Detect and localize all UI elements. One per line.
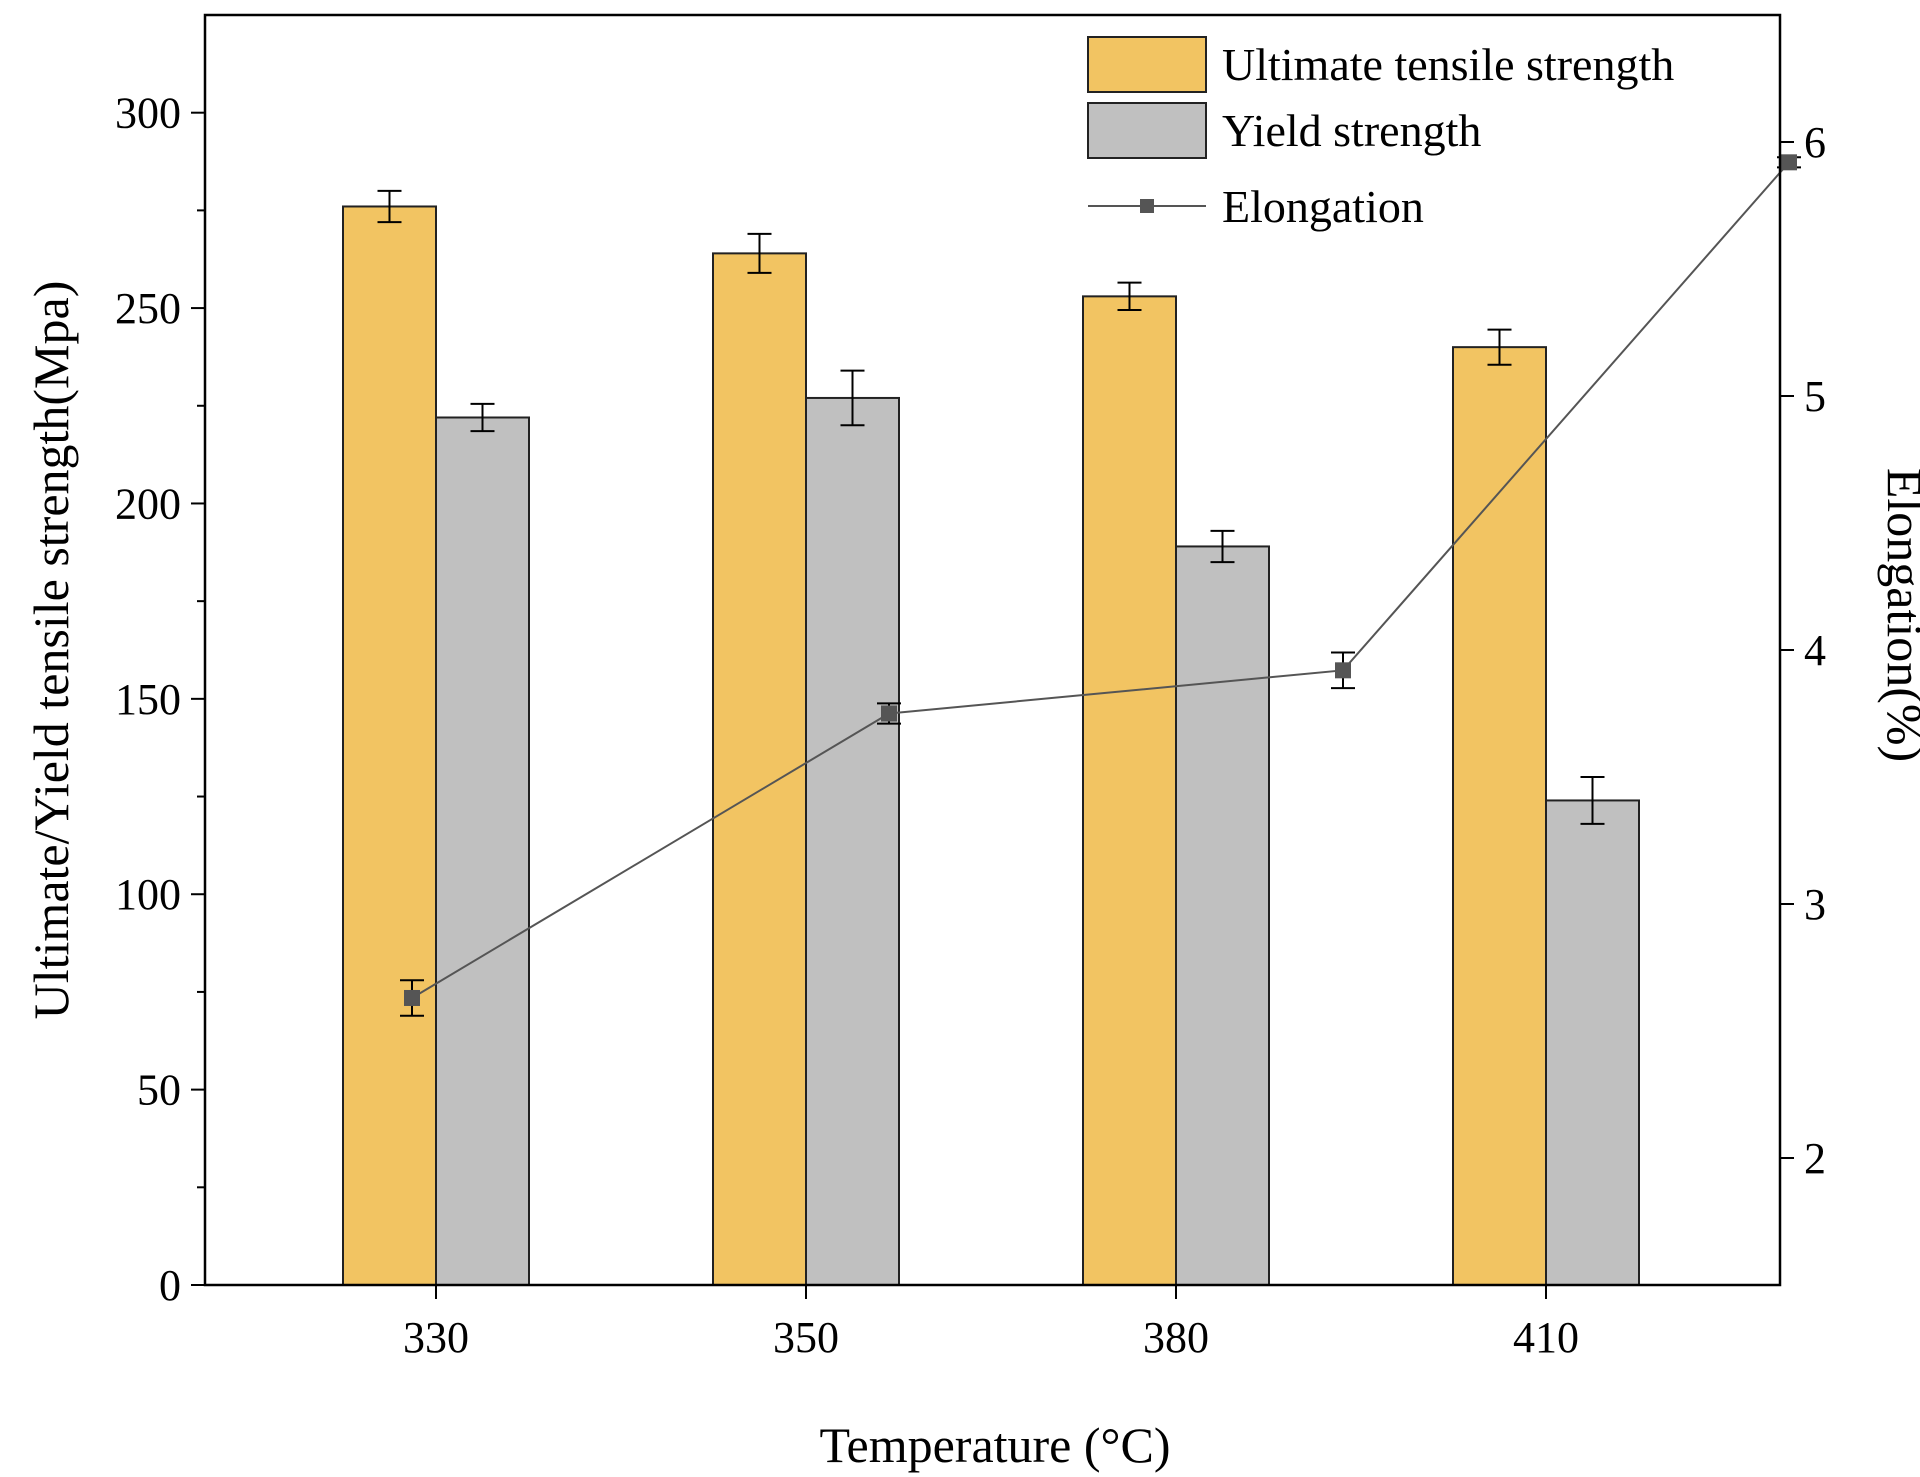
yield-bar-330 bbox=[435, 416, 530, 1286]
y-tick-label-300: 300 bbox=[115, 89, 181, 138]
bars-layer bbox=[342, 189, 1640, 1287]
x-tick-label-410: 410 bbox=[1513, 1313, 1579, 1362]
x-tick-label-330: 330 bbox=[403, 1313, 469, 1362]
y2-tick-label-4: 4 bbox=[1804, 626, 1826, 675]
legend-label-uts: Ultimate tensile strength bbox=[1222, 39, 1674, 90]
y-tick-label-0: 0 bbox=[159, 1261, 181, 1310]
uts-bar-380 bbox=[1082, 295, 1177, 1287]
elongation-point-350 bbox=[881, 705, 897, 722]
elongation-point-380 bbox=[1335, 662, 1351, 679]
legend-marker-elongation bbox=[1140, 199, 1154, 213]
y-axis-title: Ultimate/Yield tensile strength(Mpa) bbox=[23, 281, 79, 1020]
legend-label-elongation: Elongation bbox=[1222, 181, 1424, 232]
uts-bar-350 bbox=[712, 252, 807, 1286]
yield-bar-410 bbox=[1545, 799, 1640, 1286]
elongation-line bbox=[411, 161, 1790, 999]
y2-tick-label-3: 3 bbox=[1804, 880, 1826, 929]
legend-label-ys: Yield strength bbox=[1222, 105, 1481, 156]
x-tick-label-380: 380 bbox=[1143, 1313, 1209, 1362]
yield-bar-380 bbox=[1175, 545, 1270, 1286]
y-tick-label-50: 50 bbox=[137, 1066, 181, 1115]
y2-tick-label-6: 6 bbox=[1804, 118, 1826, 167]
y2-tick-label-2: 2 bbox=[1804, 1134, 1826, 1183]
legend-swatch-ys bbox=[1087, 102, 1207, 159]
y-tick-label-150: 150 bbox=[115, 675, 181, 724]
legend-swatch-uts bbox=[1087, 36, 1207, 93]
x-tick-label-350: 350 bbox=[773, 1313, 839, 1362]
uts-bar-330 bbox=[342, 205, 437, 1286]
elongation-point-410 bbox=[1781, 154, 1797, 171]
elongation-point-330 bbox=[404, 989, 420, 1006]
uts-bar-410 bbox=[1452, 346, 1547, 1286]
y-tick-label-100: 100 bbox=[115, 870, 181, 919]
yield-bar-350 bbox=[805, 396, 900, 1286]
x-axis-title: Temperature (°C) bbox=[819, 1417, 1170, 1473]
y-tick-label-250: 250 bbox=[115, 284, 181, 333]
y2-tick-label-5: 5 bbox=[1804, 372, 1826, 421]
legend: Ultimate tensile strength Yield strength… bbox=[1087, 36, 1674, 232]
y2-axis-title: Elongation(%) bbox=[1877, 468, 1920, 762]
y-tick-label-200: 200 bbox=[115, 479, 181, 528]
elongation-line-layer bbox=[400, 154, 1801, 1017]
axes-layer: 330 350 380 410 0 50 100 150 200 250 300 2 3 4 5 6 bbox=[115, 89, 1826, 1362]
